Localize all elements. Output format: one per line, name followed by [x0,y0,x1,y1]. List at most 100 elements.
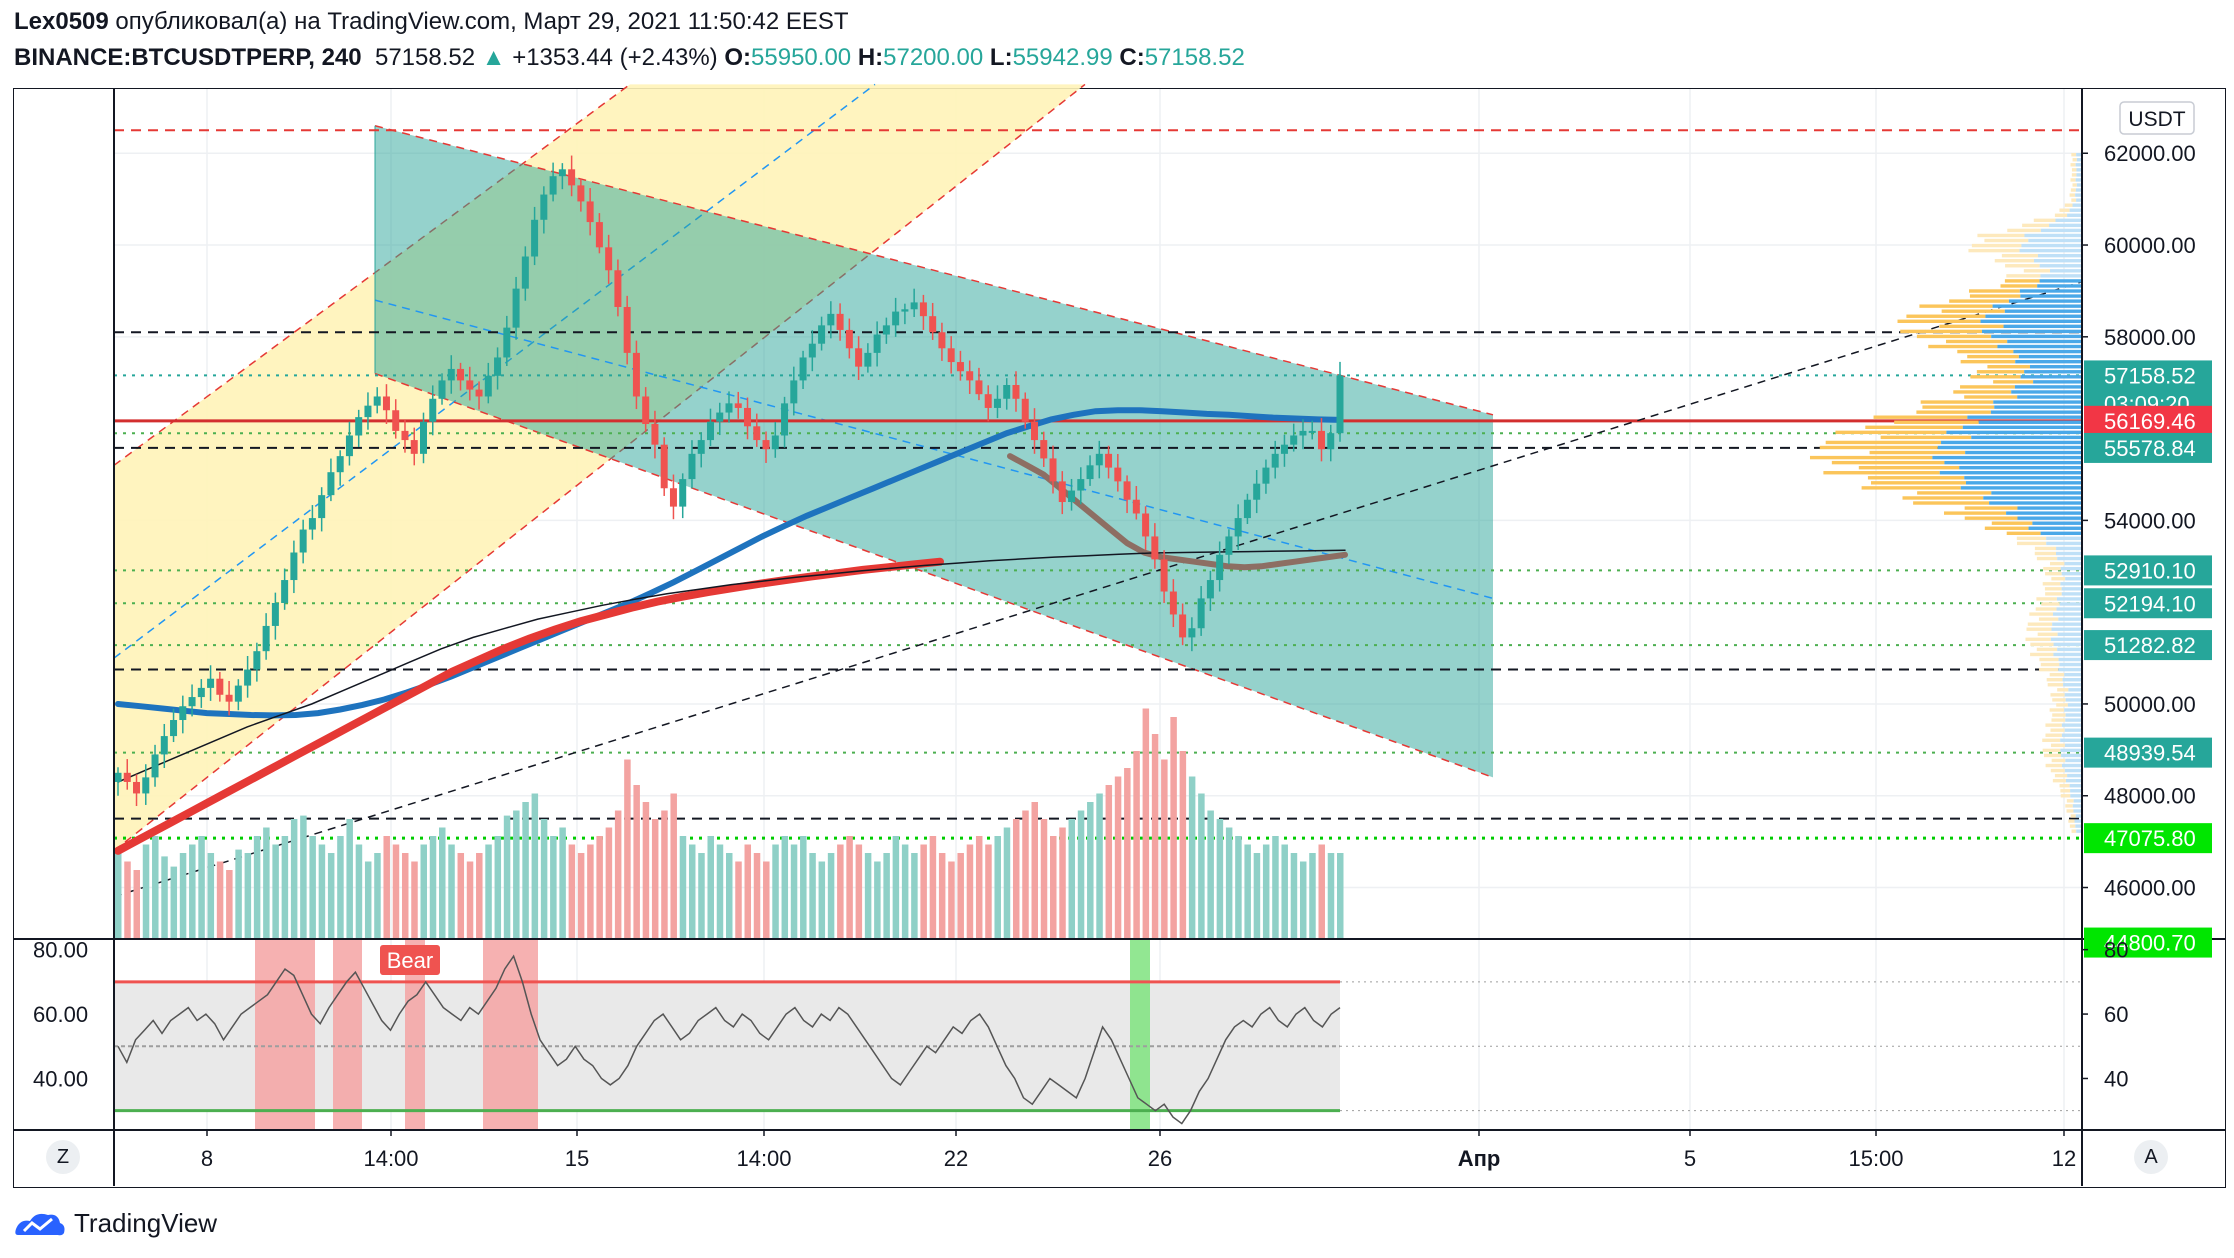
candle-body [1077,479,1085,491]
author-name[interactable]: Lex0509 [14,8,109,35]
volume-profile-buy-bar [2073,799,2082,803]
volume-profile-sell-bar [2044,587,2062,591]
volume-profile-buy-bar [1978,420,2082,424]
candle-body [1012,385,1020,399]
auto-scale-button[interactable]: A [2134,1140,2168,1174]
candle-body [401,430,409,441]
candle-body [1049,458,1057,482]
volume-profile-sell-bar [2000,284,2038,288]
volume-profile-sell-bar [2037,632,2058,636]
volume-bar [253,836,261,938]
volume-profile-sell-bar [2030,652,2054,657]
candle-body [188,697,196,707]
candle-body [929,316,937,333]
candle-body [355,417,363,436]
price-label-box [2084,588,2212,619]
oscillator-y-label: 80.00 [33,938,88,963]
candle-body [818,325,826,344]
volume-profile-buy-bar [2076,829,2082,833]
moving-average-line [114,557,944,855]
volume-bar [115,853,122,938]
candle-body [170,720,178,737]
volume-bar [614,810,622,938]
volume-profile-buy-bar [2007,339,2082,344]
volume-profile-sell-bar [2039,657,2059,662]
bear-annotation: Bear [380,945,440,975]
volume-profile-sell-bar [2043,753,2062,758]
candle-body [1280,444,1288,454]
volume-profile-sell-bar [1865,425,1963,429]
volume-profile-buy-bar [2060,738,2082,742]
volume-profile-buy-bar [2040,274,2082,278]
candle-body [984,394,992,408]
volume-bar [457,853,465,938]
volume-bar [540,819,548,938]
candle-body [901,309,909,312]
volume-bar [1309,853,1316,938]
volume-bar [1105,785,1113,938]
volume-bar [1188,776,1196,938]
candle-body [910,302,918,310]
volume-profile-sell-bar [2049,708,2065,712]
volume-profile-sell-bar [2052,713,2066,717]
volume-bar [1077,810,1085,938]
volume-profile-sell-bar [2051,758,2066,763]
volume-profile-sell-bar [2033,218,2056,223]
price-label-box [2084,823,2212,854]
volume-bar [948,861,955,938]
volume-profile-buy-bar [2058,667,2082,672]
candle-body [281,580,289,603]
y-tick-label: 60000.00 [2104,233,2196,258]
volume-bar [1216,819,1224,938]
volume-bar [809,853,816,938]
volume-profile-buy-bar [2020,375,2082,379]
symbol-label[interactable]: BINANCE:BTCUSDTPERP, 240 [14,44,362,71]
candle-body [1151,536,1159,560]
volume-profile-sell-bar [2066,799,2074,803]
volume-bar [383,836,390,938]
volume-profile-buy-bar [2063,683,2082,687]
volume-bar [207,853,215,938]
x-tick-label: 14:00 [363,1146,418,1171]
volume-profile-sell-bar [1984,238,2029,243]
volume-profile-sell-bar [1916,334,1992,339]
volume-bar [577,853,585,938]
candle-body [1216,554,1224,581]
volume-profile-buy-bar [1993,400,2082,404]
volume-profile-sell-bar [1920,400,1994,404]
footer-brand[interactable]: TradingView [14,1208,217,1239]
falling-channel [375,125,1493,778]
volume-bar [975,836,983,938]
price-label: 52910.10 [2084,555,2212,586]
volume-profile-sell-bar [2071,173,2077,177]
volume-bar [1318,844,1325,938]
volume-bar [559,827,566,938]
candle-body [1142,513,1150,537]
auto-scale-left-button[interactable]: Z [46,1140,80,1174]
volume-profile-sell-bar [1969,289,2020,293]
volume-profile-sell-bar [2025,637,2051,642]
candle-body [744,407,752,427]
volume-bar [1253,853,1261,938]
volume-profile-buy-bar [2061,763,2082,768]
volume-profile-sell-bar [2035,607,2057,611]
volume-bar [707,836,714,938]
volume-bar [439,827,446,938]
volume-profile-buy-bar [2052,622,2082,626]
volume-profile-buy-bar [1939,471,2082,475]
volume-bar [392,844,400,938]
currency-button[interactable]: USDT [2119,101,2195,135]
candle-body [447,368,455,381]
candle-body [420,421,427,454]
low-value: 55942.99 [1012,44,1113,71]
volume-profile-buy-bar [1971,435,2082,440]
volume-profile-buy-bar [2050,637,2082,642]
volume-bar [966,844,974,938]
volume-bar [985,844,992,938]
volume-bar [485,844,492,938]
volume-profile-buy-bar [2065,713,2082,717]
volume-profile-sell-bar [2070,163,2076,167]
volume-profile-buy-bar [2069,208,2082,212]
volume-profile-sell-bar [2069,824,2076,828]
